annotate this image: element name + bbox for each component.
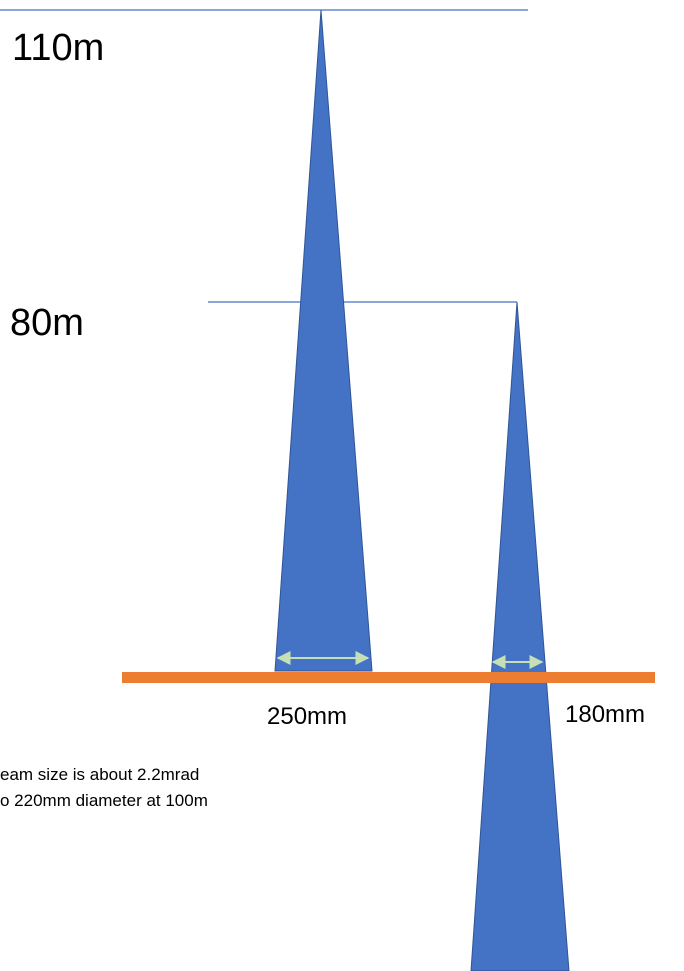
width-label-180mm: 180mm xyxy=(565,701,645,728)
height-label-80m: 80m xyxy=(10,302,84,344)
note-line-2: o 220mm diameter at 100m xyxy=(0,791,208,810)
beam-left xyxy=(274,9,373,672)
note-line-1: eam size is about 2.2mrad xyxy=(0,765,199,784)
height-label-110m: 110m xyxy=(12,27,104,69)
width-label-250mm: 250mm xyxy=(267,703,347,730)
beam-right xyxy=(470,301,570,971)
ground-line xyxy=(122,672,655,683)
